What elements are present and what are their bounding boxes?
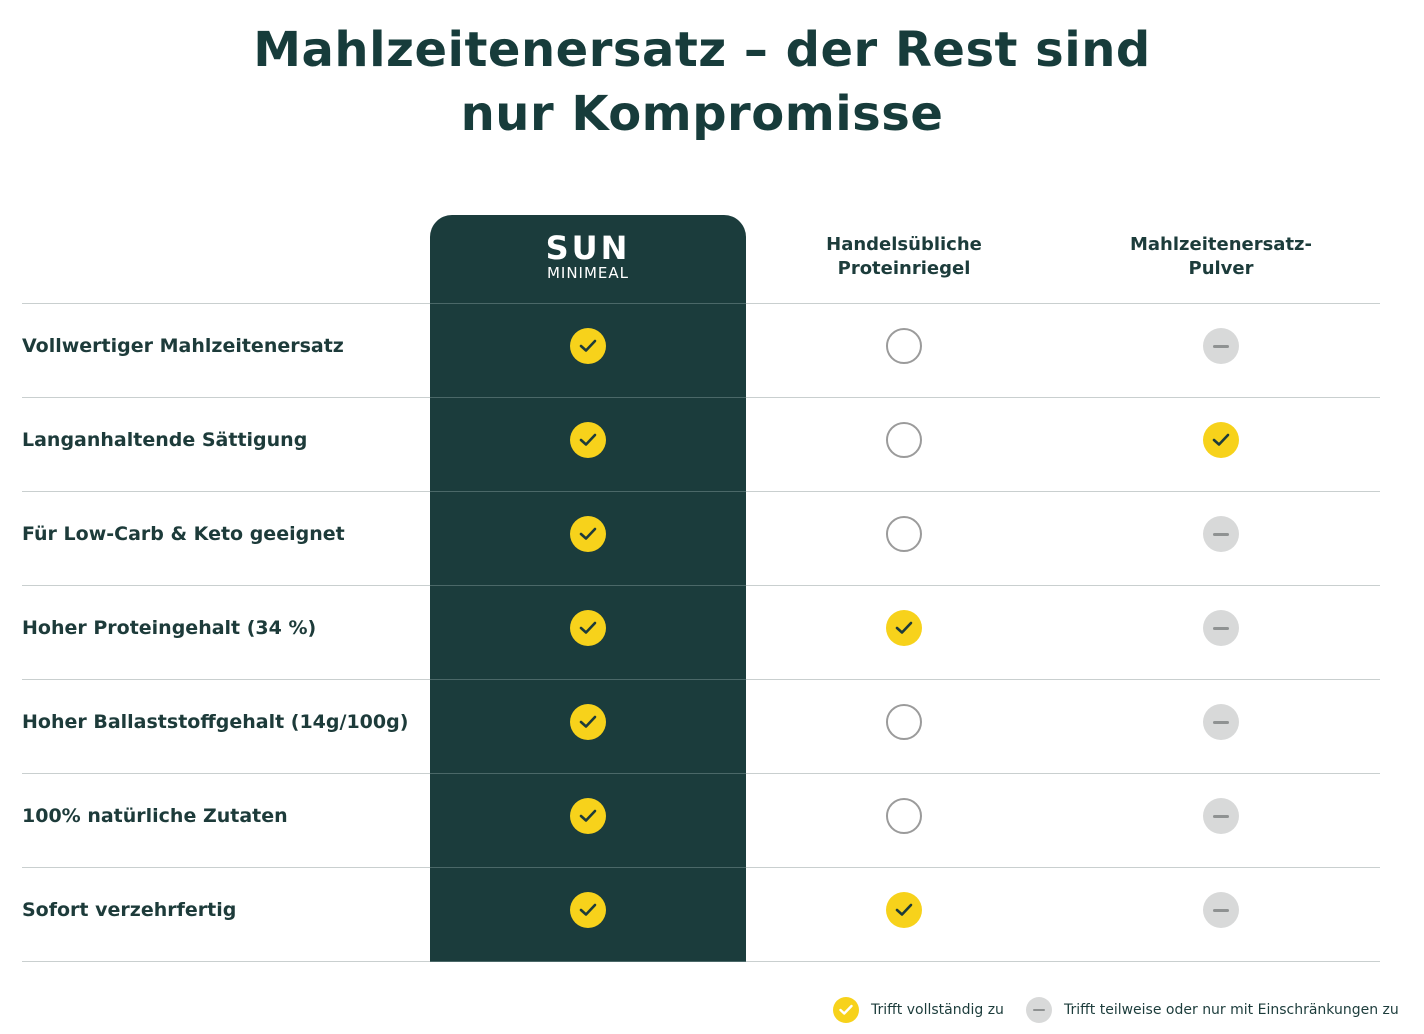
minus-circle-icon	[1026, 997, 1052, 1023]
row-divider	[746, 773, 1380, 774]
legend-item-partial: Trifft teilweise oder nur mit Einschränk…	[1026, 996, 1399, 1024]
row-label: Hoher Ballaststoffgehalt (14g/100g)	[22, 711, 409, 733]
minus-circle-icon	[1203, 516, 1239, 552]
row-divider	[746, 303, 1380, 304]
sun-minimeal-logo: SUN MINIMEAL	[430, 232, 746, 282]
check-circle-icon	[886, 610, 922, 646]
row-divider	[430, 303, 746, 304]
page-title: Mahlzeitenersatz – der Rest sind nur Kom…	[0, 18, 1404, 146]
column-header-line: Handelsübliche	[826, 234, 982, 255]
page-title-line-1: Mahlzeitenersatz – der Rest sind	[253, 22, 1151, 78]
check-circle-icon	[570, 704, 606, 740]
check-circle-icon	[570, 798, 606, 834]
row-divider	[22, 961, 430, 962]
column-header-line: Proteinriegel	[837, 258, 971, 279]
row-divider	[430, 961, 746, 962]
row-divider	[22, 585, 430, 586]
row-divider	[746, 867, 1380, 868]
check-circle-icon	[1203, 422, 1239, 458]
row-divider	[430, 491, 746, 492]
row-divider	[430, 585, 746, 586]
row-divider	[22, 397, 430, 398]
empty-circle-icon	[886, 516, 922, 552]
page-title-line-2: nur Kompromisse	[460, 86, 944, 142]
row-divider	[22, 303, 430, 304]
minus-circle-icon	[1203, 704, 1239, 740]
check-circle-icon	[570, 892, 606, 928]
column-header-line: Mahlzeitenersatz-	[1129, 234, 1313, 255]
row-divider	[430, 397, 746, 398]
minus-circle-icon	[1203, 892, 1239, 928]
minus-circle-icon	[1203, 328, 1239, 364]
row-label: 100% natürliche Zutaten	[22, 805, 288, 827]
empty-circle-icon	[886, 328, 922, 364]
check-circle-icon	[570, 422, 606, 458]
row-divider	[22, 773, 430, 774]
row-divider	[746, 397, 1380, 398]
row-divider	[22, 867, 430, 868]
row-divider	[430, 773, 746, 774]
row-divider	[22, 491, 430, 492]
column-header-proteinriegel: Handelsübliche Proteinriegel	[746, 233, 1062, 281]
row-divider	[746, 585, 1380, 586]
empty-circle-icon	[886, 798, 922, 834]
logo-wordmark: SUN	[545, 229, 631, 267]
empty-circle-icon	[886, 704, 922, 740]
row-label: Langanhaltende Sättigung	[22, 429, 308, 451]
legend-label: Trifft vollständig zu	[871, 1002, 1004, 1018]
legend-label: Trifft teilweise oder nur mit Einschränk…	[1064, 1002, 1399, 1018]
minus-circle-icon	[1203, 610, 1239, 646]
empty-circle-icon	[886, 422, 922, 458]
row-label: Sofort verzehrfertig	[22, 899, 237, 921]
check-circle-icon	[886, 892, 922, 928]
check-circle-icon	[570, 610, 606, 646]
row-label: Vollwertiger Mahlzeitenersatz	[22, 335, 344, 357]
row-divider	[746, 679, 1380, 680]
row-divider	[746, 491, 1380, 492]
column-header-pulver: Mahlzeitenersatz- Pulver	[1063, 233, 1379, 281]
row-divider	[430, 679, 746, 680]
check-circle-icon	[570, 516, 606, 552]
row-divider	[430, 867, 746, 868]
row-label: Hoher Proteingehalt (34 %)	[22, 617, 317, 639]
check-circle-icon	[570, 328, 606, 364]
row-label: Für Low-Carb & Keto geeignet	[22, 523, 345, 545]
check-circle-icon	[833, 997, 859, 1023]
row-divider	[746, 961, 1380, 962]
legend-item-full: Trifft vollständig zu	[833, 996, 1004, 1024]
column-header-line: Pulver	[1188, 258, 1254, 279]
logo-subline: MINIMEAL	[546, 264, 630, 282]
row-divider	[22, 679, 430, 680]
minus-circle-icon	[1203, 798, 1239, 834]
